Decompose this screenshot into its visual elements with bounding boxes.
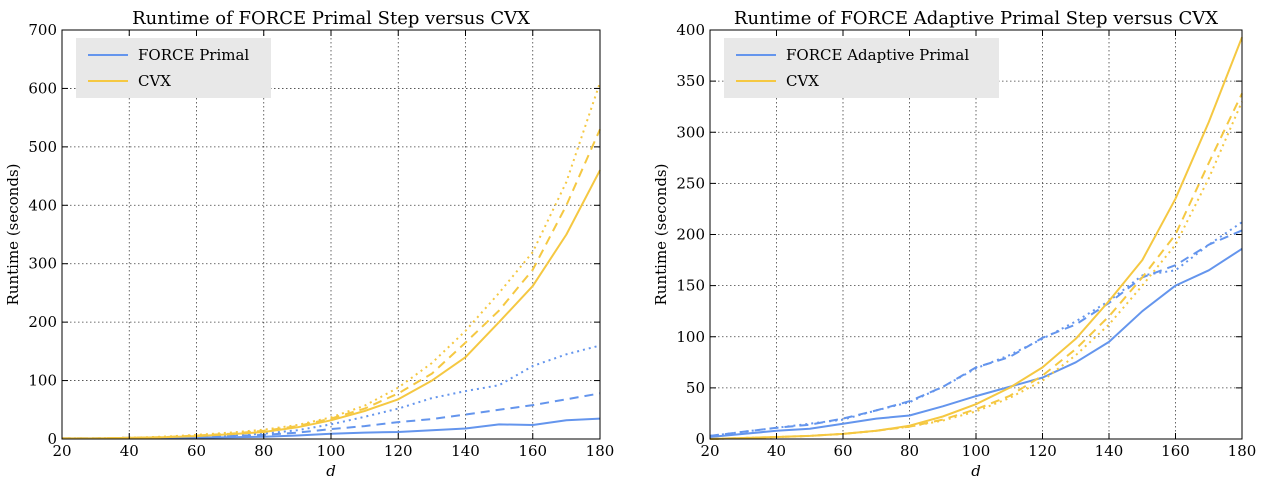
chart-panel-2: 20 40 60 80 100 120 140 160 180 0 50 100 150 200 250 30… bbox=[652, 8, 1256, 480]
series-line-solid-force bbox=[709, 247, 1243, 438]
y-tick-label: 50 bbox=[686, 379, 705, 397]
chart-panel-1: 20 40 60 80 100 120 140 160 180 0 100 200 300 400 500 6… bbox=[4, 8, 614, 480]
legend-label: FORCE Adaptive Primal bbox=[786, 46, 969, 64]
y-tick-label: 500 bbox=[28, 138, 57, 156]
chart-title: Runtime of FORCE Primal Step versus CVX bbox=[132, 8, 530, 29]
y-tick-label: 200 bbox=[28, 313, 57, 331]
x-tick-label: 20 bbox=[700, 442, 719, 460]
x-tick-label: 180 bbox=[1228, 442, 1257, 460]
x-tick-label: 160 bbox=[518, 442, 547, 460]
y-tick-label: 300 bbox=[28, 255, 57, 273]
legend: FORCE Primal CVX bbox=[76, 38, 271, 98]
x-tick-label: 80 bbox=[900, 442, 919, 460]
y-tick-label: 250 bbox=[676, 174, 705, 192]
y-tick-label: 700 bbox=[28, 21, 57, 39]
legend: FORCE Adaptive Primal CVX bbox=[724, 38, 999, 98]
x-tick-label: 40 bbox=[767, 442, 786, 460]
series-line-dashed-cvx bbox=[709, 92, 1243, 440]
x-tick-label: 140 bbox=[1095, 442, 1124, 460]
y-tick-label: 150 bbox=[676, 277, 705, 295]
series-line-solid-cvx bbox=[709, 36, 1243, 440]
x-tick-label: 20 bbox=[52, 442, 71, 460]
x-axis-label: d bbox=[971, 462, 981, 480]
x-tick-label: 120 bbox=[384, 442, 413, 460]
legend-label: CVX bbox=[138, 72, 171, 90]
x-axis-label: d bbox=[326, 462, 336, 480]
x-tick-label: 80 bbox=[254, 442, 273, 460]
chart-title: Runtime of FORCE Adaptive Primal Step ve… bbox=[734, 8, 1218, 29]
legend-label: FORCE Primal bbox=[138, 46, 249, 64]
series-line-dashed-cvx bbox=[62, 128, 601, 440]
x-tick-label: 60 bbox=[187, 442, 206, 460]
x-tick-label: 40 bbox=[120, 442, 139, 460]
series-line-dotted-cvx bbox=[62, 82, 601, 440]
y-tick-label: 0 bbox=[47, 430, 57, 448]
legend-label: CVX bbox=[786, 72, 819, 90]
x-tick-label: 140 bbox=[451, 442, 480, 460]
y-tick-label: 200 bbox=[676, 226, 705, 244]
x-tick-label: 100 bbox=[317, 442, 346, 460]
series-line-dotted-force bbox=[709, 221, 1243, 437]
series-line-solid-cvx bbox=[62, 169, 601, 440]
y-tick-label: 600 bbox=[28, 79, 57, 97]
x-tick-label: 180 bbox=[586, 442, 615, 460]
x-tick-label: 60 bbox=[833, 442, 852, 460]
y-tick-label: 350 bbox=[676, 72, 705, 90]
y-tick-label: 100 bbox=[28, 372, 57, 390]
y-tick-label: 400 bbox=[676, 21, 705, 39]
y-axis-label: Runtime (seconds) bbox=[652, 164, 670, 306]
legend-box bbox=[724, 38, 999, 98]
x-tick-label: 100 bbox=[962, 442, 991, 460]
x-tick-label: 160 bbox=[1161, 442, 1190, 460]
y-tick-label: 100 bbox=[676, 328, 705, 346]
legend-box bbox=[76, 38, 271, 98]
y-axis-label: Runtime (seconds) bbox=[4, 164, 22, 306]
y-tick-label: 400 bbox=[28, 196, 57, 214]
x-tick-label: 120 bbox=[1028, 442, 1057, 460]
y-tick-label: 0 bbox=[695, 430, 705, 448]
y-tick-label: 300 bbox=[676, 123, 705, 141]
